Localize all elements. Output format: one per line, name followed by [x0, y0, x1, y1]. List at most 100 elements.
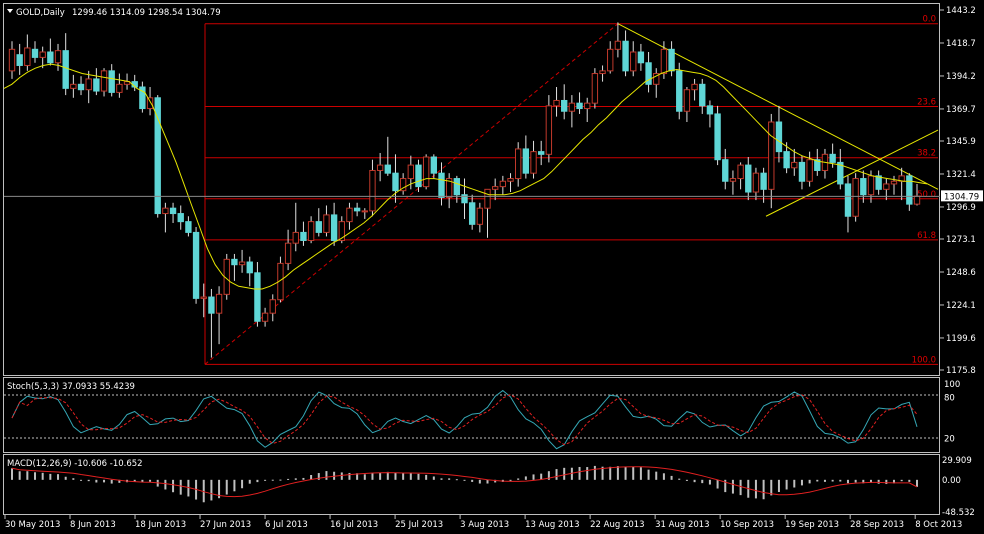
macd-bar	[440, 478, 443, 480]
candle-body	[637, 51, 645, 64]
candle-body	[24, 47, 31, 66]
date-tick-label: 3 Aug 2013	[460, 520, 509, 530]
candle-body	[169, 207, 177, 215]
macd-bar	[632, 466, 635, 480]
candle-body	[561, 99, 568, 112]
macd-bar	[455, 479, 458, 481]
macd-tick-label: 0.00	[942, 476, 961, 486]
candle-body	[461, 194, 468, 204]
macd-pane-frame	[3, 454, 940, 515]
macd-bar	[685, 479, 688, 481]
price-tick-label: 1443.2	[946, 6, 976, 16]
candle-body	[384, 164, 391, 174]
candle-body	[806, 159, 813, 182]
candle-body	[100, 70, 108, 92]
candle-body	[798, 161, 806, 182]
candle-body	[108, 70, 115, 93]
candle-body	[722, 159, 729, 182]
current-price-value: 1304.79	[944, 192, 979, 202]
candle-body	[522, 148, 530, 174]
macd-bar	[164, 479, 167, 490]
macd-bar	[187, 479, 190, 497]
candle-body	[307, 221, 315, 241]
macd-bar	[908, 479, 911, 482]
macd-bar	[18, 471, 21, 480]
candle-body	[875, 175, 882, 190]
fibonacci-retracement[interactable]: 0.0 23.6 38.2 50.0 61.8 100.0	[204, 15, 938, 366]
macd-bar	[409, 473, 412, 480]
candle-body	[54, 50, 62, 64]
stoch-axis: 100 80 20	[944, 380, 960, 444]
date-tick-label: 22 Aug 2013	[590, 520, 644, 530]
triangle-down-icon[interactable]	[7, 9, 13, 13]
candle-body	[415, 164, 422, 188]
candle-body	[185, 221, 192, 233]
main-header: GOLD,Daily 1299.46 1314.09 1298.54 1304.…	[7, 8, 221, 18]
candle-body	[162, 207, 169, 215]
macd-bar	[264, 479, 267, 481]
candle-body	[315, 221, 322, 233]
candle-body	[530, 151, 537, 174]
macd-bar	[72, 478, 75, 480]
candle-body	[430, 156, 438, 174]
macd-bar	[463, 479, 466, 481]
candle-body	[913, 195, 921, 205]
date-axis: 30 May 2013 8 Jun 2013 18 Jun 2013 27 Jun 2…	[4, 515, 962, 530]
macd-bar	[869, 479, 872, 483]
macd-bar	[877, 479, 880, 484]
candle-body	[683, 89, 691, 112]
date-tick-label: 19 Sep 2013	[785, 520, 839, 530]
stoch-pane-frame	[3, 377, 940, 453]
fib-level-label: 50.0	[917, 190, 936, 200]
candle-body	[323, 214, 330, 233]
fib-level-label: 23.6	[917, 98, 936, 108]
macd-bar	[731, 479, 734, 494]
macd-bar	[846, 479, 849, 484]
candle-body	[399, 178, 407, 192]
macd-bar	[808, 479, 811, 484]
price-tick-label: 1345.9	[946, 137, 976, 147]
macd-bar	[724, 479, 727, 493]
candle-body	[545, 105, 553, 155]
candle-body	[844, 183, 852, 217]
candle-body	[62, 50, 69, 89]
macd-bar	[793, 479, 796, 488]
macd-bar	[110, 479, 113, 484]
macd-bar	[524, 476, 527, 480]
macd-bar	[202, 479, 205, 503]
macd-bar	[241, 479, 244, 489]
date-tick-label: 31 Aug 2013	[655, 520, 709, 530]
macd-bar	[233, 479, 236, 492]
macd-signal-line	[11, 466, 918, 498]
moving-average-line	[3, 63, 928, 290]
macd-bar	[471, 479, 474, 482]
candle-body	[660, 48, 668, 75]
price-tick-label: 1369.7	[946, 105, 976, 115]
candle-body	[553, 99, 560, 107]
candle-body	[284, 242, 292, 264]
macd-bar	[179, 479, 182, 495]
macd-bar	[340, 472, 343, 480]
candle-body	[883, 183, 890, 190]
macd-bar	[601, 466, 604, 480]
candle-body	[614, 40, 622, 50]
candle-body	[139, 86, 146, 110]
candle-body	[676, 70, 683, 112]
macd-bar	[762, 479, 765, 500]
candle-body	[261, 312, 269, 322]
date-tick-label: 27 Jun 2013	[200, 520, 251, 530]
candle-body	[576, 102, 583, 110]
macd-bar	[563, 467, 566, 480]
candle-body	[85, 78, 92, 91]
symbol-label: GOLD,Daily	[16, 8, 65, 18]
candle-body	[745, 164, 752, 193]
macd-bar	[210, 479, 213, 501]
candle-body	[476, 207, 484, 225]
candle-body	[269, 299, 276, 314]
macd-bar	[662, 473, 665, 480]
candle-body	[691, 83, 698, 91]
macd-bar	[118, 479, 121, 483]
macd-axis: 29.909 0.00 -48.532	[942, 456, 975, 518]
candle-body	[231, 258, 238, 266]
